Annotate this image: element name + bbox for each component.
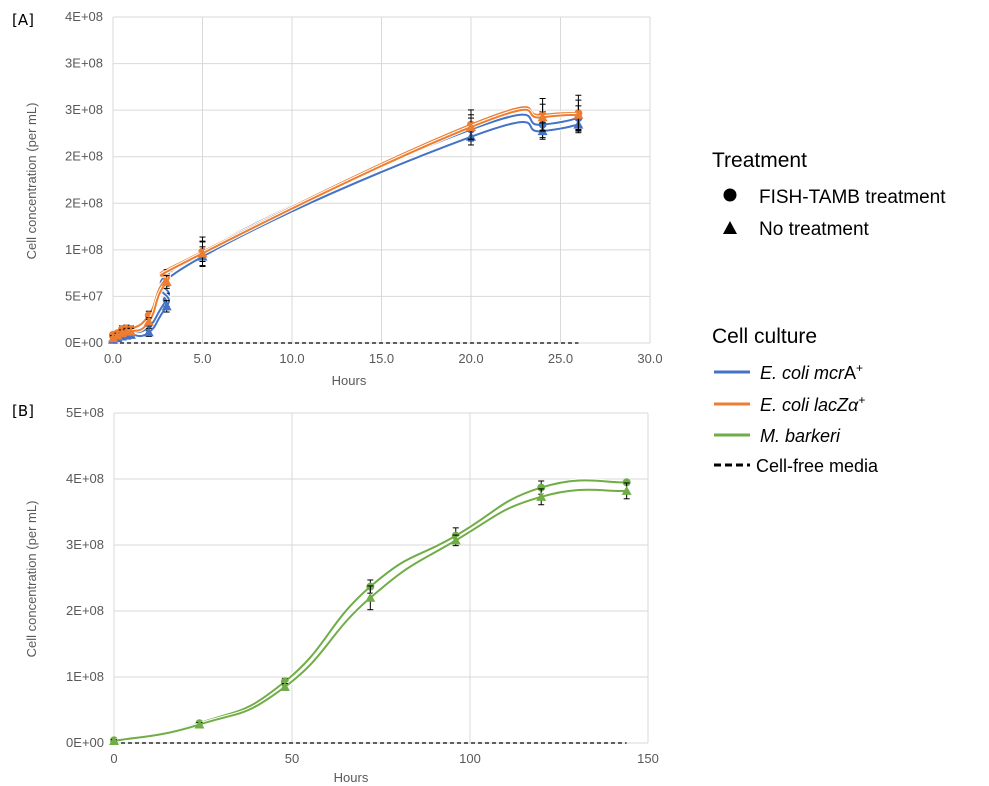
- series-a: [108, 94, 584, 344]
- data-point: [621, 485, 632, 495]
- data-point: [622, 478, 631, 487]
- series-line-halo: [112, 107, 579, 340]
- data-point: [537, 112, 548, 122]
- series-b: [109, 478, 632, 746]
- y-axis-title-b: Cell concentration (per mL): [24, 501, 39, 658]
- legend-cell-culture: Cell culture E. coli mcrA+ E. coli lacZα…: [712, 325, 879, 476]
- x-tick-label: 50: [285, 751, 299, 766]
- legend-treatment-label-1: No treatment: [759, 219, 870, 240]
- series-line-halo: [112, 112, 579, 338]
- series-line: [113, 488, 627, 743]
- series-line: [113, 479, 627, 742]
- tick-labels-b: 0 50 100 150 0E+00 1E+08 2E+08 3E+08 4E+08 5E+08: [66, 405, 659, 766]
- data-point: [143, 316, 154, 326]
- x-tick-label: 100: [459, 751, 481, 766]
- y-tick-label: 1E+08: [65, 242, 103, 257]
- x-tick-label: 15.0: [369, 351, 394, 366]
- series-line: [112, 106, 579, 336]
- x-tick-label: 0.0: [104, 351, 122, 366]
- data-point: [537, 483, 546, 492]
- data-point: [109, 736, 119, 746]
- series-a-1: [108, 115, 584, 344]
- tick-labels-a: 0.0 5.0 10.0 15.0 20.0 25.0 30.0 0E+00 5E+07 1E+0…: [65, 9, 663, 366]
- legend-triangle-marker: [723, 221, 737, 234]
- chart-panel-a: [A] 0.0 5.0 10.0 15.0 20.0 25.0 30.0 0E+00 5E+07…: [12, 9, 663, 388]
- y-tick-label: 0E+00: [65, 335, 103, 350]
- legend-treatment-label-0: FISH-TAMB treatment: [759, 187, 946, 208]
- data-point: [573, 109, 584, 119]
- data-point: [365, 592, 376, 602]
- legend-treatment-title: Treatment: [712, 149, 807, 172]
- data-point: [112, 330, 123, 340]
- panel-label-b: [B]: [12, 402, 34, 420]
- y-tick-label: 5E+08: [66, 405, 104, 420]
- y-tick-label: 4E+08: [66, 471, 104, 486]
- grid-a: [112, 16, 651, 344]
- series-b-1: [109, 482, 632, 746]
- x-tick-label: 20.0: [458, 351, 483, 366]
- x-axis-title-b: Hours: [334, 770, 369, 785]
- series-a-2: [109, 94, 583, 339]
- legend-culture-title: Cell culture: [712, 325, 817, 348]
- x-tick-label: 150: [637, 751, 659, 766]
- data-point: [279, 681, 290, 691]
- series-line-halo: [112, 105, 579, 337]
- data-point: [197, 248, 208, 258]
- data-point: [466, 122, 476, 132]
- x-tick-label: 10.0: [279, 351, 304, 366]
- chart-panel-b: [B] 0 50 100 150 0E+00 1E+08 2E+08 3E+08 4E+08 5E…: [12, 402, 659, 785]
- y-tick-label: 4E+08: [65, 9, 103, 24]
- y-tick-label: 2E+08: [66, 603, 104, 618]
- legend-label-cell-free: Cell-free media: [756, 456, 879, 476]
- y-tick-label: 5E+07: [65, 288, 103, 303]
- series-line-halo: [113, 478, 627, 743]
- series-a-3: [108, 99, 584, 343]
- data-point: [125, 326, 136, 336]
- y-tick-label: 3E+08: [65, 102, 103, 117]
- legend-label-lacz: E. coli lacZα+: [760, 393, 865, 415]
- data-point: [536, 491, 547, 501]
- y-tick-label: 2E+08: [65, 195, 103, 210]
- series-a-0: [109, 105, 583, 340]
- data-point: [143, 327, 154, 337]
- x-axis-title-a: Hours: [332, 373, 367, 388]
- grid-b: [113, 412, 649, 744]
- y-tick-label: 0E+00: [66, 735, 104, 750]
- series-line: [112, 108, 579, 339]
- y-tick-label: 3E+08: [66, 537, 104, 552]
- legend-label-mbarkeri: M. barkeri: [760, 426, 841, 446]
- legend-label-mcra: E. coli mcrA+: [760, 361, 863, 383]
- series-line: [112, 121, 579, 341]
- data-point: [108, 333, 118, 343]
- y-axis-title-a: Cell concentration (per mL): [24, 103, 39, 260]
- legend-treatment: Treatment FISH-TAMB treatment No treatme…: [712, 149, 946, 240]
- data-point: [161, 301, 172, 311]
- data-point: [450, 535, 461, 545]
- series-line-halo: [113, 487, 627, 743]
- x-tick-label: 5.0: [193, 351, 211, 366]
- x-tick-label: 0: [110, 751, 117, 766]
- panel-label-a: [A]: [12, 11, 34, 29]
- x-tick-label: 30.0: [637, 351, 662, 366]
- y-tick-label: 2E+08: [65, 149, 103, 164]
- series-line-halo: [112, 120, 579, 342]
- data-point: [161, 276, 172, 286]
- series-line: [112, 113, 579, 337]
- y-tick-label: 1E+08: [66, 669, 104, 684]
- x-tick-label: 25.0: [548, 351, 573, 366]
- legend-circle-marker: [723, 188, 737, 202]
- data-point: [194, 719, 205, 729]
- y-tick-label: 3E+08: [65, 56, 103, 71]
